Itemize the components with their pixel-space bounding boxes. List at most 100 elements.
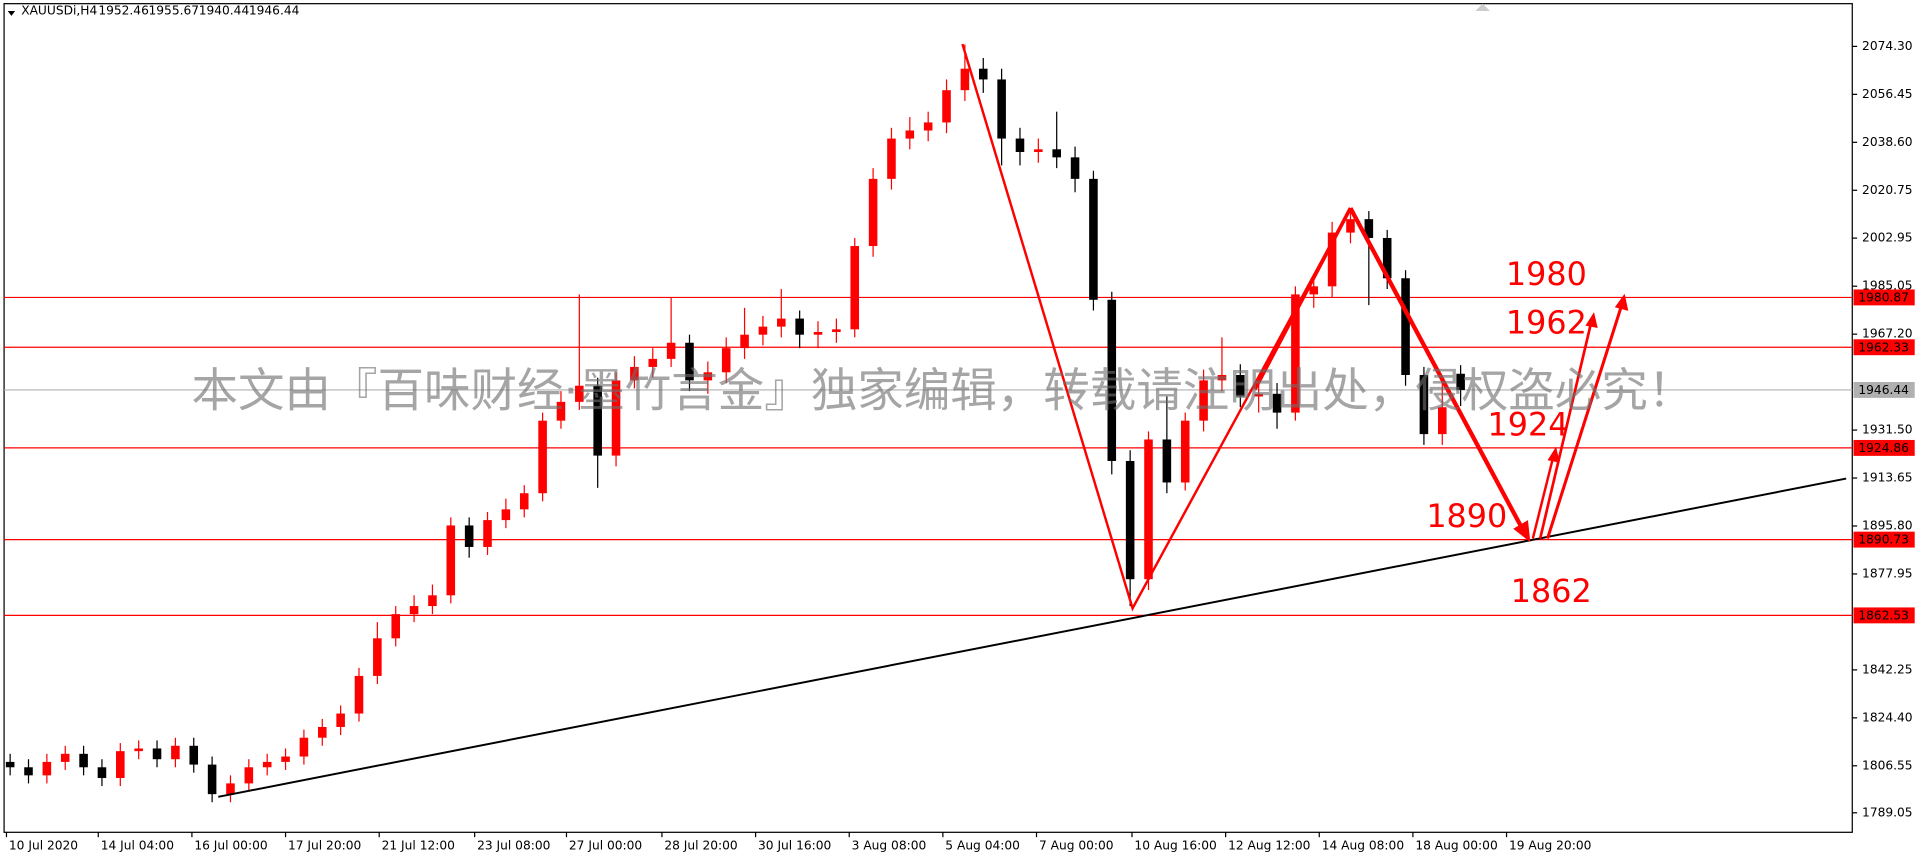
candle-body <box>42 761 52 776</box>
candle-body <box>226 783 235 795</box>
candle-body <box>942 90 951 123</box>
candle-body <box>887 138 896 179</box>
trend-line <box>218 477 1847 798</box>
header-arrow <box>7 11 16 16</box>
candle-body <box>648 358 658 367</box>
y-tick-label: 1913.65 <box>1862 471 1913 485</box>
candle-body <box>1291 294 1300 413</box>
level-label: 1862.53 <box>1858 608 1909 622</box>
x-tick-label: 14 Jul 04:00 <box>101 838 174 852</box>
level-label-box <box>1853 289 1915 306</box>
candle-body <box>1162 439 1172 483</box>
candle-body <box>1070 157 1080 179</box>
candle-body <box>1456 373 1465 390</box>
candle-body <box>446 525 456 596</box>
candle-body <box>1401 278 1410 375</box>
y-tick-label: 1931.50 <box>1862 423 1913 437</box>
candle-body <box>336 713 345 727</box>
plot-frame <box>3 3 1853 833</box>
candle-body <box>317 726 327 738</box>
candle-body <box>1089 178 1098 300</box>
candle-body <box>5 761 15 768</box>
arrow-head <box>1513 520 1531 543</box>
candle-body <box>630 366 639 381</box>
candle-body <box>978 68 988 80</box>
candle-body <box>721 348 731 373</box>
x-tick-label: 3 Aug 08:00 <box>852 838 927 852</box>
x-tick-label: 27 Jul 00:00 <box>569 838 642 852</box>
levels <box>4 296 1853 616</box>
candle-body <box>244 767 254 784</box>
candle-body <box>391 614 401 639</box>
x-tick-label: 10 Aug 16:00 <box>1134 838 1216 852</box>
candle-body <box>24 767 33 776</box>
x-tick-label: 28 Jul 20:00 <box>664 838 737 852</box>
header-open: 1952.46 <box>98 4 149 18</box>
level-label: 1890.73 <box>1858 533 1909 547</box>
x-tick-label: 19 Aug 20:00 <box>1509 838 1591 852</box>
arrow-head <box>1585 312 1598 329</box>
header-high: 1955.67 <box>149 4 200 18</box>
level-label: 1980.87 <box>1858 291 1909 305</box>
candle-body <box>960 68 970 91</box>
candle-body <box>60 753 70 762</box>
candle-body <box>575 385 584 402</box>
candle-body <box>152 748 162 760</box>
candle-body <box>354 675 364 714</box>
candle-body <box>923 122 933 131</box>
candle-body <box>1254 393 1263 397</box>
annotation: 1890 <box>1426 497 1507 535</box>
header: XAUUSDi,H4 1952.46 1955.67 1940.44 1946.… <box>7 4 300 18</box>
y-tick-label: 1842.25 <box>1862 662 1913 676</box>
candle-body <box>189 745 199 765</box>
candle-body <box>868 178 878 247</box>
candle-body <box>207 764 217 795</box>
y-tick-label: 1824.40 <box>1862 710 1913 724</box>
candle-body <box>777 318 786 327</box>
candle-body <box>666 342 676 359</box>
annotation: 1980 <box>1506 255 1587 293</box>
candle-body <box>1327 232 1337 287</box>
header-close: 1946.44 <box>249 4 300 18</box>
annotation: 1862 <box>1511 572 1592 610</box>
candle-body <box>703 372 713 381</box>
candle-body <box>1272 393 1282 413</box>
projection-arrow <box>1348 207 1527 534</box>
x-tick-label: 5 Aug 04:00 <box>945 838 1020 852</box>
candle-body <box>1052 149 1061 158</box>
level-label: 1946.44 <box>1858 383 1909 397</box>
level-label-box <box>1853 439 1915 456</box>
y-tick-label: 1985.05 <box>1862 279 1913 293</box>
level-label-box <box>1853 531 1915 548</box>
candle-body <box>79 753 88 768</box>
projection-arrow <box>1538 320 1593 539</box>
arrow-head <box>1614 293 1629 311</box>
candle-body <box>538 420 547 494</box>
candle-body <box>373 638 382 676</box>
projection-arrow <box>1546 303 1624 540</box>
candle-body <box>832 329 841 333</box>
candle-body <box>1309 286 1319 295</box>
y-tick-label: 2056.45 <box>1862 87 1913 101</box>
candle-body <box>813 332 823 335</box>
x-tick-label: 17 Jul 20:00 <box>288 838 361 852</box>
candle-body <box>1236 374 1245 397</box>
level-label-box <box>1853 607 1915 624</box>
level-label-box <box>1853 339 1915 356</box>
y-tick-label: 1806.55 <box>1862 758 1913 772</box>
axes: 2074.30 2056.45 2038.60 2020.75 2002.95 1985.… <box>5 39 1915 852</box>
candle-body <box>1144 439 1153 580</box>
level-label-box <box>1853 381 1915 398</box>
candle-body <box>1034 149 1043 152</box>
y-tick-label: 2074.30 <box>1862 39 1913 53</box>
candle-body <box>1364 219 1374 238</box>
candle-body <box>1199 380 1208 421</box>
x-tick-label: 14 Aug 08:00 <box>1322 838 1404 852</box>
candle-body <box>171 745 180 760</box>
candle-body <box>685 342 694 381</box>
x-tick-label: 7 Aug 00:00 <box>1039 838 1114 852</box>
watermark: 本文由『百味财经·墨竹言金』独家编辑，转载请注明出处，侵权盗必究！ <box>191 364 1694 418</box>
